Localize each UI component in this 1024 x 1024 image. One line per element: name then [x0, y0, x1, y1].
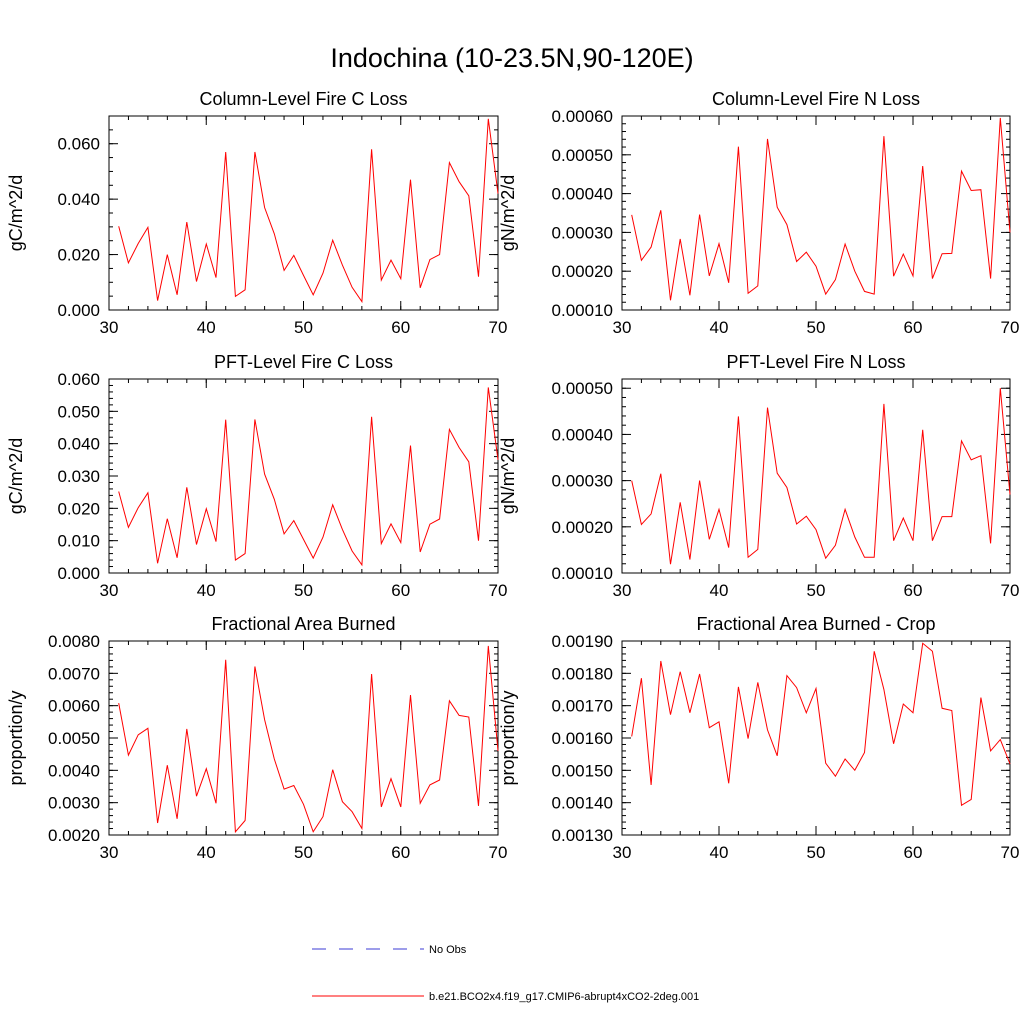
panel-title: Column-Level Fire C Loss [199, 89, 407, 109]
y-tick-label: 0.010 [57, 532, 100, 551]
y-tick-label: 0.020 [57, 246, 100, 265]
y-tick-label: 0.0080 [48, 632, 100, 651]
panel-title: Fractional Area Burned [211, 614, 395, 634]
x-tick-label: 40 [710, 318, 729, 337]
y-tick-label: 0.00040 [552, 425, 613, 444]
chart-panel-1: 30 40 50 60 70 0.000 0.020 0.040 0.060 Column-Lev… [6, 89, 507, 337]
x-tick-label: 30 [613, 843, 632, 862]
x-tick-label: 70 [489, 581, 508, 600]
y-tick-label: 0.00030 [552, 472, 613, 491]
y-tick-label: 0.00160 [552, 729, 613, 748]
x-tick-label: 70 [489, 843, 508, 862]
y-tick-label: 0.00020 [552, 262, 613, 281]
y-tick-label: 0.00150 [552, 761, 613, 780]
x-tick-label: 30 [613, 581, 632, 600]
y-tick-label: 0.0030 [48, 794, 100, 813]
x-tick-label: 50 [807, 318, 826, 337]
chart-panel-2: 30 40 50 60 70 0.00010 0.00020 0.00030 0.00040 0.… [498, 89, 1019, 337]
y-tick-label: 0.00170 [552, 697, 613, 716]
series-line [631, 642, 1011, 807]
series-line [631, 117, 1011, 301]
x-tick-label: 40 [197, 581, 216, 600]
x-tick-label: 60 [391, 581, 410, 600]
x-tick-label: 60 [904, 318, 923, 337]
x-tick-label: 60 [904, 843, 923, 862]
y-tick-label: 0.0020 [48, 826, 100, 845]
x-tick-label: 60 [391, 318, 410, 337]
y-axis-label: proportion/y [498, 690, 518, 785]
x-tick-label: 50 [294, 318, 313, 337]
chart-panel-5: 30 40 50 60 70 0.0020 0.0030 0.0040 0.0050 0.0060… [6, 614, 507, 862]
y-tick-label: 0.00130 [552, 826, 613, 845]
y-tick-label: 0.00050 [552, 146, 613, 165]
x-tick-label: 70 [1001, 581, 1020, 600]
y-tick-label: 0.00030 [552, 223, 613, 242]
series-line [118, 645, 499, 834]
y-tick-label: 0.0060 [48, 697, 100, 716]
y-tick-label: 0.030 [57, 467, 100, 486]
figure-title: Indochina (10-23.5N,90-120E) [330, 43, 693, 73]
y-tick-label: 0.060 [57, 370, 100, 389]
chart-panel-6: 30 40 50 60 70 0.00130 0.00140 0.00150 0.00160 0.… [498, 614, 1019, 862]
legend-run-label: b.e21.BCO2x4.f19_g17.CMIP6-abrupt4xCO2-2… [429, 991, 699, 1003]
x-tick-label: 60 [391, 843, 410, 862]
y-tick-label: 0.040 [57, 435, 100, 454]
y-tick-label: 0.00040 [552, 185, 613, 204]
x-tick-label: 30 [100, 581, 119, 600]
y-axis-label: gN/m^2/d [498, 438, 518, 514]
y-tick-label: 0.000 [57, 564, 100, 583]
y-tick-label: 0.040 [57, 190, 100, 209]
y-tick-label: 0.020 [57, 499, 100, 518]
y-axis-label: gN/m^2/d [498, 175, 518, 251]
chart-panel-3: 30 40 50 60 70 0.000 0.010 0.020 0.030 0.040 0.050… [6, 352, 507, 600]
y-tick-label: 0.00020 [552, 518, 613, 537]
y-tick-label: 0.060 [57, 135, 100, 154]
x-tick-label: 70 [1001, 318, 1020, 337]
y-axis-label: gC/m^2/d [6, 438, 26, 514]
x-tick-label: 50 [294, 843, 313, 862]
chart-panel-4: 30 40 50 60 70 0.00010 0.00020 0.00030 0.00040 0.… [498, 352, 1019, 600]
panel-title: Fractional Area Burned - Crop [696, 614, 935, 634]
y-tick-label: 0.00060 [552, 107, 613, 126]
x-tick-label: 70 [1001, 843, 1020, 862]
x-tick-label: 70 [489, 318, 508, 337]
x-tick-label: 30 [613, 318, 632, 337]
x-tick-label: 50 [807, 581, 826, 600]
x-tick-label: 30 [100, 843, 119, 862]
panel-title: PFT-Level Fire N Loss [726, 352, 905, 372]
y-tick-label: 0.000 [57, 301, 100, 320]
legend-no-obs-label: No Obs [429, 944, 467, 956]
y-tick-label: 0.00010 [552, 564, 613, 583]
series-line [118, 118, 499, 304]
y-tick-label: 0.0040 [48, 761, 100, 780]
y-tick-label: 0.00010 [552, 301, 613, 320]
y-tick-label: 0.00050 [552, 379, 613, 398]
x-tick-label: 40 [710, 843, 729, 862]
y-tick-label: 0.050 [57, 402, 100, 421]
y-axis-label: gC/m^2/d [6, 175, 26, 251]
series-line [118, 387, 499, 567]
y-tick-label: 0.0070 [48, 664, 100, 683]
legend: No Obs b.e21.BCO2x4.f19_g17.CMIP6-abrupt… [312, 944, 699, 1003]
x-tick-label: 40 [197, 843, 216, 862]
panel-title: Column-Level Fire N Loss [712, 89, 920, 109]
x-tick-label: 50 [294, 581, 313, 600]
x-tick-label: 40 [710, 581, 729, 600]
x-tick-label: 50 [807, 843, 826, 862]
y-tick-label: 0.00180 [552, 664, 613, 683]
x-tick-label: 30 [100, 318, 119, 337]
y-axis-label: proportion/y [6, 690, 26, 785]
y-tick-label: 0.00140 [552, 794, 613, 813]
panel-title: PFT-Level Fire C Loss [214, 352, 393, 372]
x-tick-label: 40 [197, 318, 216, 337]
x-tick-label: 60 [904, 581, 923, 600]
series-line [631, 388, 1011, 565]
y-tick-label: 0.00190 [552, 632, 613, 651]
y-tick-label: 0.0050 [48, 729, 100, 748]
